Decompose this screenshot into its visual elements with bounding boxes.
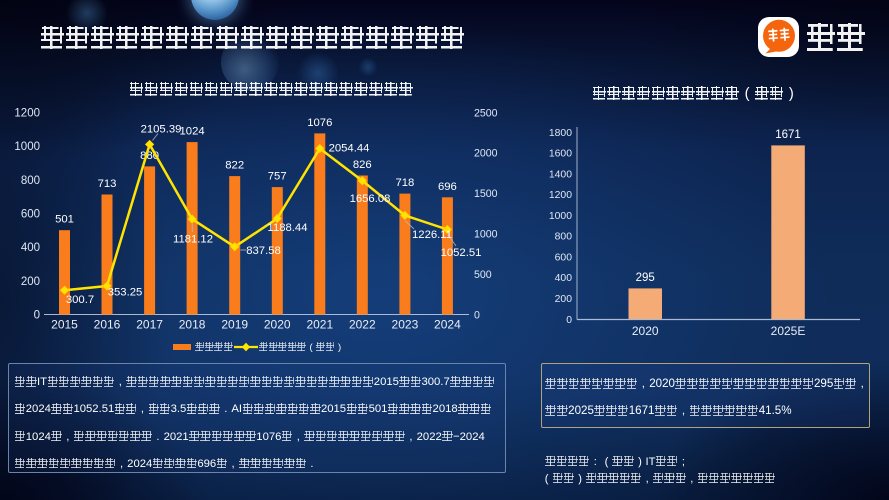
svg-text:1000: 1000 xyxy=(14,141,40,153)
svg-text:757: 757 xyxy=(268,171,287,183)
svg-text:826: 826 xyxy=(353,159,372,171)
svg-text:1671: 1671 xyxy=(775,129,801,141)
svg-text:696: 696 xyxy=(438,181,457,193)
svg-text:2025E: 2025E xyxy=(771,324,806,338)
svg-text:2021: 2021 xyxy=(306,318,333,332)
svg-text:0: 0 xyxy=(566,315,572,326)
svg-text:837.58: 837.58 xyxy=(246,245,281,257)
svg-text:800: 800 xyxy=(21,175,40,187)
svg-text:1181.12: 1181.12 xyxy=(173,234,213,246)
svg-text:2054.44: 2054.44 xyxy=(329,143,370,155)
svg-text:500: 500 xyxy=(474,269,492,281)
svg-text:2016: 2016 xyxy=(94,318,121,332)
svg-text:2020: 2020 xyxy=(264,318,291,332)
svg-text:2105.39: 2105.39 xyxy=(141,124,182,136)
svg-text:300.7: 300.7 xyxy=(66,294,94,306)
svg-text:1000: 1000 xyxy=(549,211,572,222)
svg-text:200: 200 xyxy=(555,294,573,305)
svg-text:600: 600 xyxy=(21,209,40,221)
svg-text:1000: 1000 xyxy=(474,229,498,241)
svg-text:2023: 2023 xyxy=(392,318,419,332)
svg-text:353.25: 353.25 xyxy=(108,287,143,299)
svg-text:822: 822 xyxy=(225,160,244,172)
svg-text:1076: 1076 xyxy=(307,117,332,129)
svg-text:1188.44: 1188.44 xyxy=(268,222,308,234)
svg-text:1800: 1800 xyxy=(549,128,572,139)
svg-text:713: 713 xyxy=(98,178,117,190)
svg-text:501: 501 xyxy=(55,214,74,226)
svg-text:2019: 2019 xyxy=(221,318,248,332)
svg-text:2015: 2015 xyxy=(51,318,78,332)
svg-text:600: 600 xyxy=(555,253,573,264)
svg-text:1656.08: 1656.08 xyxy=(350,193,391,205)
svg-text:295: 295 xyxy=(636,272,655,284)
svg-text:718: 718 xyxy=(395,177,414,189)
svg-text:800: 800 xyxy=(555,232,573,243)
svg-text:1200: 1200 xyxy=(14,108,40,120)
svg-text:2024: 2024 xyxy=(434,318,461,332)
svg-text:2020: 2020 xyxy=(632,324,659,338)
svg-text:200: 200 xyxy=(21,276,40,288)
svg-text:1052.51: 1052.51 xyxy=(441,247,482,259)
svg-text:2018: 2018 xyxy=(179,318,206,332)
svg-text:2000: 2000 xyxy=(474,148,498,160)
svg-text:0: 0 xyxy=(34,310,40,322)
svg-text:2500: 2500 xyxy=(474,107,498,119)
svg-text:1200: 1200 xyxy=(549,190,572,201)
svg-text:1600: 1600 xyxy=(549,149,572,160)
svg-text:1500: 1500 xyxy=(474,188,498,200)
svg-text:400: 400 xyxy=(555,273,573,284)
svg-text:1226.11: 1226.11 xyxy=(412,229,452,241)
svg-text:1400: 1400 xyxy=(549,169,572,180)
svg-text:2017: 2017 xyxy=(136,318,163,332)
svg-text:400: 400 xyxy=(21,242,40,254)
svg-text:1024: 1024 xyxy=(180,126,205,138)
svg-text:2022: 2022 xyxy=(349,318,376,332)
svg-text:0: 0 xyxy=(474,309,480,321)
